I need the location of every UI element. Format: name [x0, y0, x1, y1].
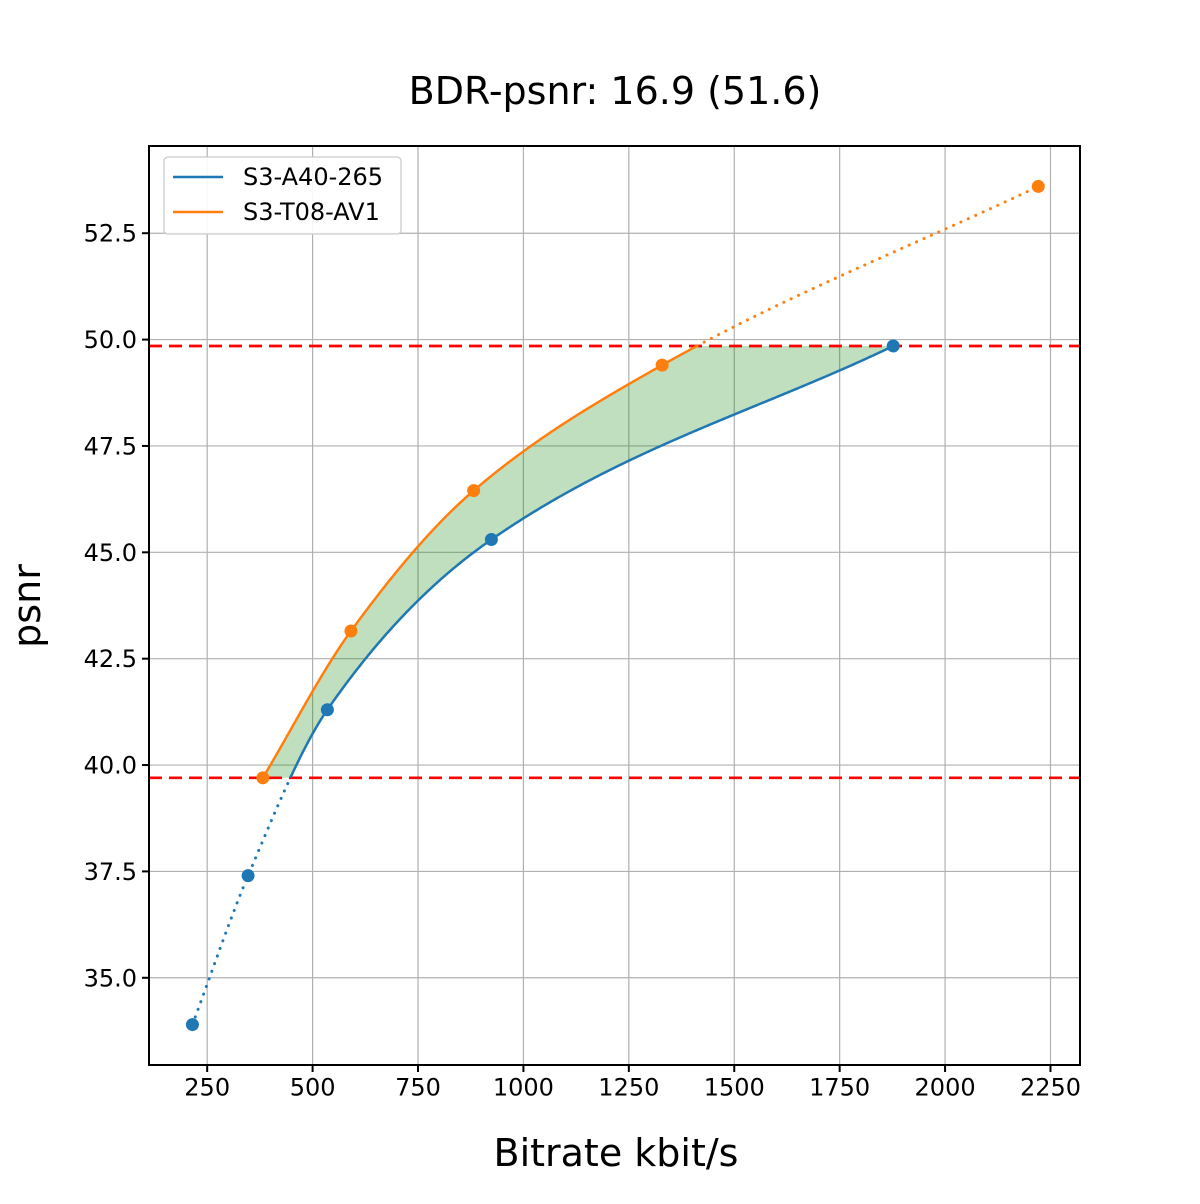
data-point-marker [185, 1018, 199, 1032]
markers-layer [185, 179, 1045, 1032]
x-tick-label: 250 [184, 1074, 230, 1102]
x-tick-label: 500 [290, 1074, 336, 1102]
data-point-marker [256, 771, 270, 785]
y-tick-label: 40.0 [84, 752, 137, 780]
chart-title: BDR-psnr: 16.9 (51.6) [409, 69, 822, 113]
data-point-marker [344, 624, 358, 638]
y-tick-label: 35.0 [84, 964, 137, 992]
data-point-marker [655, 358, 669, 372]
series-line-dotted [190, 776, 292, 1027]
x-tick-label: 1500 [704, 1074, 765, 1102]
shaded-region-layer [262, 345, 894, 778]
axes-layer: 250 500 750 1000 1250 1500 1750 2000 2250 35.0 37.… [84, 145, 1081, 1102]
legend-label: S3-T08-AV1 [243, 198, 380, 226]
x-tick-label: 2000 [915, 1074, 976, 1102]
y-tick-label: 52.5 [84, 220, 137, 248]
data-point-marker [886, 339, 900, 353]
y-tick-label: 45.0 [84, 539, 137, 567]
curves-layer [190, 184, 1040, 1027]
reference-lines-layer [149, 344, 1080, 780]
y-tick-label: 50.0 [84, 326, 137, 354]
x-tick-label: 1250 [598, 1074, 659, 1102]
legend-box [163, 156, 402, 235]
legend-label: S3-A40-265 [243, 163, 383, 191]
grid-layer [149, 146, 1080, 1065]
x-tick-label: 1000 [493, 1074, 554, 1102]
bd-shaded-region [262, 345, 894, 778]
data-point-marker [320, 703, 334, 717]
data-point-marker [467, 484, 481, 498]
legend: S3-A40-265 S3-T08-AV1 [163, 156, 402, 235]
y-tick-label: 37.5 [84, 858, 137, 886]
data-point-marker [241, 869, 255, 883]
y-axis-label: psnr [5, 564, 49, 648]
y-tick-label: 47.5 [84, 432, 137, 460]
x-tick-label: 2250 [1020, 1074, 1081, 1102]
series-line-solid [289, 344, 894, 779]
data-point-marker [484, 533, 498, 547]
axes-frame [148, 145, 1081, 1066]
series-line-solid [261, 344, 698, 779]
series-line-dotted [695, 184, 1040, 348]
x-tick-label: 750 [395, 1074, 441, 1102]
x-axis-label: Bitrate kbit/s [494, 1131, 739, 1175]
x-tick-label: 1750 [809, 1074, 870, 1102]
y-tick-label: 42.5 [84, 645, 137, 673]
data-point-marker [1031, 179, 1045, 193]
